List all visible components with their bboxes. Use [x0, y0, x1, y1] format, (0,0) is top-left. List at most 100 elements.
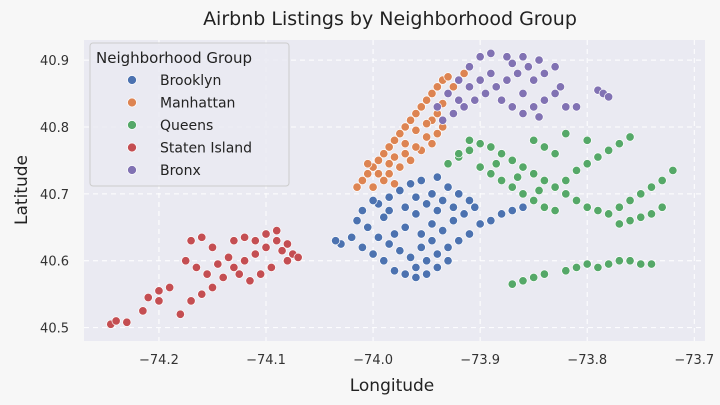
- data-point: [529, 102, 539, 112]
- data-point: [539, 142, 549, 152]
- data-point: [250, 236, 260, 246]
- data-point: [357, 175, 367, 186]
- data-point: [416, 242, 426, 252]
- data-point: [422, 132, 432, 142]
- data-point: [389, 179, 400, 189]
- data-point: [518, 52, 528, 62]
- data-point: [534, 112, 544, 122]
- data-point: [218, 272, 228, 283]
- data-point: [432, 129, 442, 139]
- data-point: [389, 135, 400, 145]
- data-point: [646, 209, 657, 219]
- data-point: [432, 206, 442, 216]
- data-point: [357, 206, 367, 216]
- data-point: [593, 152, 603, 162]
- data-points: [106, 48, 678, 329]
- data-point: [400, 149, 410, 159]
- data-point: [448, 109, 458, 119]
- data-point: [422, 199, 432, 209]
- data-point: [486, 142, 496, 152]
- data-point: [539, 269, 549, 279]
- x-tick-label: −73.9: [460, 353, 500, 368]
- legend: Neighborhood Group Brooklyn Manhattan Quee…: [89, 42, 290, 187]
- data-point: [443, 88, 453, 99]
- data-point: [197, 232, 207, 242]
- data-point: [604, 259, 614, 269]
- data-point: [427, 219, 437, 229]
- data-point: [373, 232, 383, 242]
- legend-label: Bronx: [160, 163, 201, 179]
- data-point: [502, 52, 512, 62]
- data-point: [636, 259, 646, 269]
- data-point: [422, 256, 432, 266]
- data-point: [464, 229, 474, 239]
- data-point: [384, 206, 394, 216]
- data-point: [438, 226, 448, 236]
- data-point: [357, 242, 367, 252]
- data-point: [459, 68, 469, 78]
- data-point: [518, 162, 528, 172]
- data-point: [213, 259, 223, 269]
- data-point: [604, 92, 614, 102]
- data-point: [250, 249, 260, 259]
- data-point: [614, 202, 624, 212]
- data-point: [454, 95, 464, 105]
- data-point: [464, 135, 474, 145]
- data-point: [379, 256, 389, 266]
- data-point: [604, 145, 614, 155]
- y-axis-title: Latitude: [12, 155, 32, 225]
- data-point: [497, 149, 507, 159]
- data-point: [411, 209, 421, 219]
- data-point: [443, 182, 453, 192]
- data-point: [470, 202, 480, 212]
- legend-label: Staten Island: [160, 141, 252, 157]
- data-point: [143, 292, 153, 303]
- data-point: [379, 149, 389, 159]
- data-point: [411, 262, 421, 272]
- data-point: [202, 269, 212, 279]
- data-point: [191, 262, 201, 272]
- data-point: [138, 306, 148, 316]
- data-point: [411, 192, 421, 202]
- data-point: [432, 249, 442, 259]
- data-point: [625, 132, 635, 142]
- data-point: [432, 102, 442, 112]
- data-point: [427, 236, 437, 246]
- data-point: [491, 159, 501, 169]
- x-tick-label: −74.1: [246, 353, 286, 368]
- x-tick-label: −73.7: [674, 353, 714, 368]
- data-point: [561, 189, 571, 199]
- data-point: [432, 262, 442, 272]
- legend-items: Brooklyn Manhattan Queens Staten Island Bron…: [127, 73, 252, 179]
- data-point: [625, 195, 635, 206]
- data-point: [534, 185, 544, 196]
- data-point: [352, 182, 362, 192]
- data-point: [207, 242, 218, 252]
- data-point: [464, 195, 474, 206]
- legend-label: Queens: [160, 118, 213, 134]
- data-point: [411, 109, 421, 119]
- data-point: [582, 202, 592, 212]
- data-point: [427, 88, 437, 99]
- data-point: [571, 262, 582, 272]
- data-point: [550, 182, 560, 192]
- y-tick-label: 40.6: [40, 255, 69, 270]
- data-point: [582, 135, 592, 145]
- y-tick-label: 40.7: [40, 188, 69, 203]
- data-point: [368, 182, 378, 192]
- data-point: [614, 256, 624, 266]
- data-point: [240, 232, 250, 242]
- data-point: [529, 135, 539, 145]
- data-point: [154, 296, 164, 306]
- legend-label: Brooklyn: [160, 73, 221, 89]
- data-point: [400, 269, 410, 279]
- data-point: [422, 95, 432, 105]
- data-point: [277, 246, 287, 256]
- data-point: [400, 222, 410, 232]
- data-point: [272, 236, 282, 246]
- data-point: [529, 169, 539, 179]
- data-point: [486, 169, 496, 179]
- data-point: [389, 229, 400, 239]
- data-point: [347, 232, 357, 242]
- data-point: [507, 182, 517, 192]
